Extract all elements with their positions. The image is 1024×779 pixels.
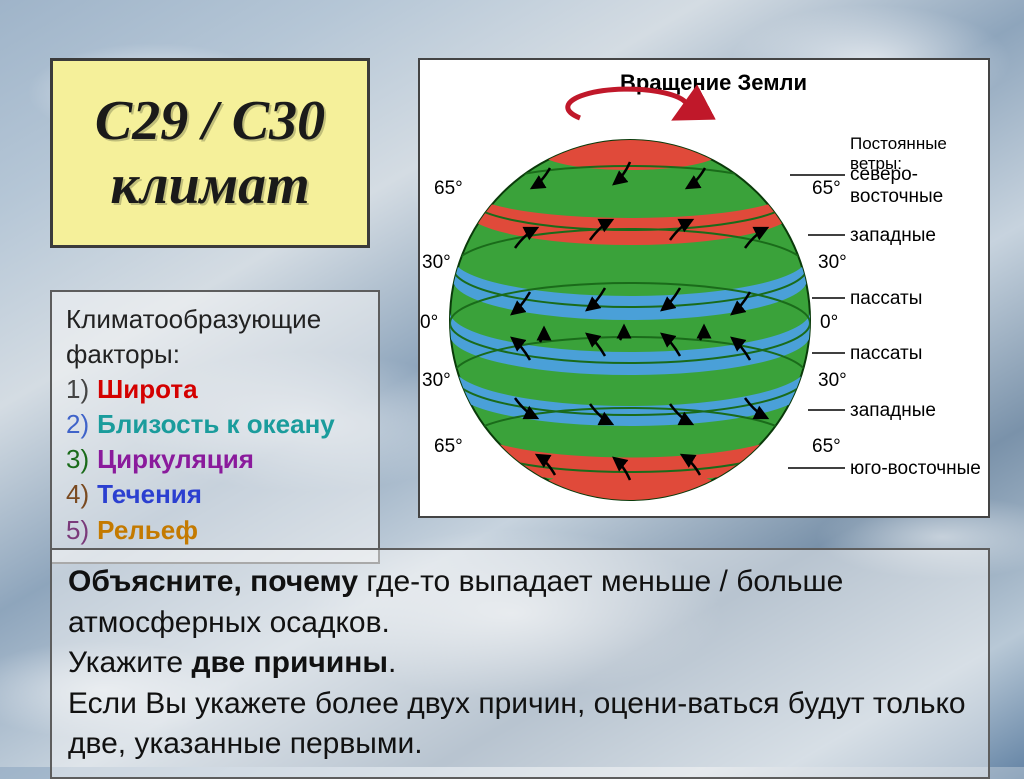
question-bold-1: Объясните, почему [68,565,358,598]
lat-65s-right: 65° [812,436,841,458]
factor-row: 5)Рельеф [66,513,364,548]
rotation-arrow [568,89,688,118]
question-box: Объясните, почему где-то выпадает меньше… [50,548,990,779]
lat-65n-left: 65° [434,178,463,200]
factor-row: 2)Близость к океану [66,407,364,442]
factors-box: Климатообразующие факторы: 1)Широта2)Бли… [50,290,380,564]
question-text-2a: Укажите [68,646,191,679]
wind-label-0: северо-восточные [850,164,988,208]
wind-label-1: западные [850,225,936,247]
factor-number: 4) [66,477,89,512]
factor-number: 5) [66,513,89,548]
title-box: С29 / С30климат [50,58,370,248]
factors-heading: Климатообразующие факторы: [66,302,364,372]
lat-30n-left: 30° [422,252,451,274]
lat-30n-right: 30° [818,252,847,274]
band-south-cap [540,470,720,512]
factor-number: 1) [66,372,89,407]
globe-panel: Вращение Земли [418,58,990,518]
factor-label: Течения [97,477,202,512]
wind-label-5: юго-восточные [850,458,981,480]
slide-title: С29 / С30климат [95,89,325,218]
factor-number: 2) [66,407,89,442]
factors-list: 1)Широта2)Близость к океану3)Циркуляция4… [66,372,364,547]
factor-row: 4)Течения [66,477,364,512]
wind-label-3: пассаты [850,343,922,365]
question-bold-2: две причины [191,646,388,679]
wind-label-4: западные [850,400,936,422]
lat-0-right: 0° [820,312,838,334]
factor-row: 1)Широта [66,372,364,407]
factor-label: Широта [97,372,197,407]
lat-65n-right: 65° [812,178,841,200]
factor-label: Циркуляция [97,442,254,477]
lat-30s-right: 30° [818,370,847,392]
factor-row: 3)Циркуляция [66,442,364,477]
question-text-2b: . [388,646,396,679]
lat-30s-left: 30° [422,370,451,392]
factor-number: 3) [66,442,89,477]
lat-0-left: 0° [420,312,438,334]
factor-label: Близость к океану [97,407,335,442]
question-text-3: Если Вы укажете более двух причин, оцени… [68,687,966,761]
factor-label: Рельеф [97,513,198,548]
wind-label-2: пассаты [850,288,922,310]
lat-65s-left: 65° [434,436,463,458]
